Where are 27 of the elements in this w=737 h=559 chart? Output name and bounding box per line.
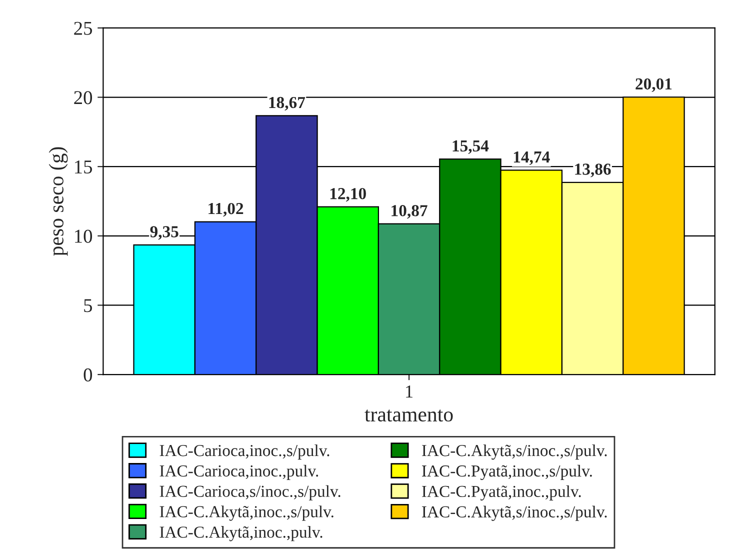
data-label: 15,54 bbox=[452, 140, 489, 154]
y-tick-label: 5 bbox=[84, 299, 92, 312]
data-label: 13,86 bbox=[575, 164, 611, 178]
legend-label: IAC-C.Akytã,inoc.,s/pulv. bbox=[160, 506, 334, 521]
legend-label: IAC-Carioca,inoc.,pulv. bbox=[160, 464, 318, 480]
legend-label: IAC-C.Akytã,s/inoc.,s/pulv. bbox=[422, 506, 607, 521]
data-label: 20,01 bbox=[636, 78, 672, 92]
x-tick-label: 1 bbox=[406, 386, 412, 398]
y-tick-label: 15 bbox=[75, 160, 92, 174]
legend-label: IAC-Carioca,s/inoc.,s/pulv. bbox=[160, 485, 340, 500]
data-label: 9,35 bbox=[150, 226, 178, 240]
legend-label: IAC-C.Akytã,inoc.,pulv. bbox=[160, 526, 322, 542]
legend-label: IAC-Carioca,inoc.,s/pulv. bbox=[160, 444, 330, 460]
y-tick-label: 10 bbox=[75, 230, 92, 243]
data-label: 18,67 bbox=[269, 96, 306, 111]
legend-label: IAC-C.Pyatã,inoc.,pulv. bbox=[422, 485, 581, 500]
y-tick-label: 20 bbox=[74, 91, 92, 104]
data-label: 11,02 bbox=[208, 202, 244, 217]
x-axis-title: tratamento bbox=[364, 410, 453, 422]
legend-label: IAC-C.Pyatã,inoc.,s/pulv. bbox=[422, 464, 592, 480]
y-tick-label: 25 bbox=[74, 22, 92, 35]
data-label: 12,10 bbox=[330, 188, 366, 202]
data-label: 10,87 bbox=[392, 205, 428, 219]
data-label: 14,74 bbox=[514, 151, 550, 166]
y-tick-label: 0 bbox=[84, 368, 92, 382]
y-axis-title: peso seco (g) bbox=[48, 147, 68, 256]
legend-label: IAC-C.Akytã,s/inoc.,s/pulv. bbox=[422, 444, 607, 460]
